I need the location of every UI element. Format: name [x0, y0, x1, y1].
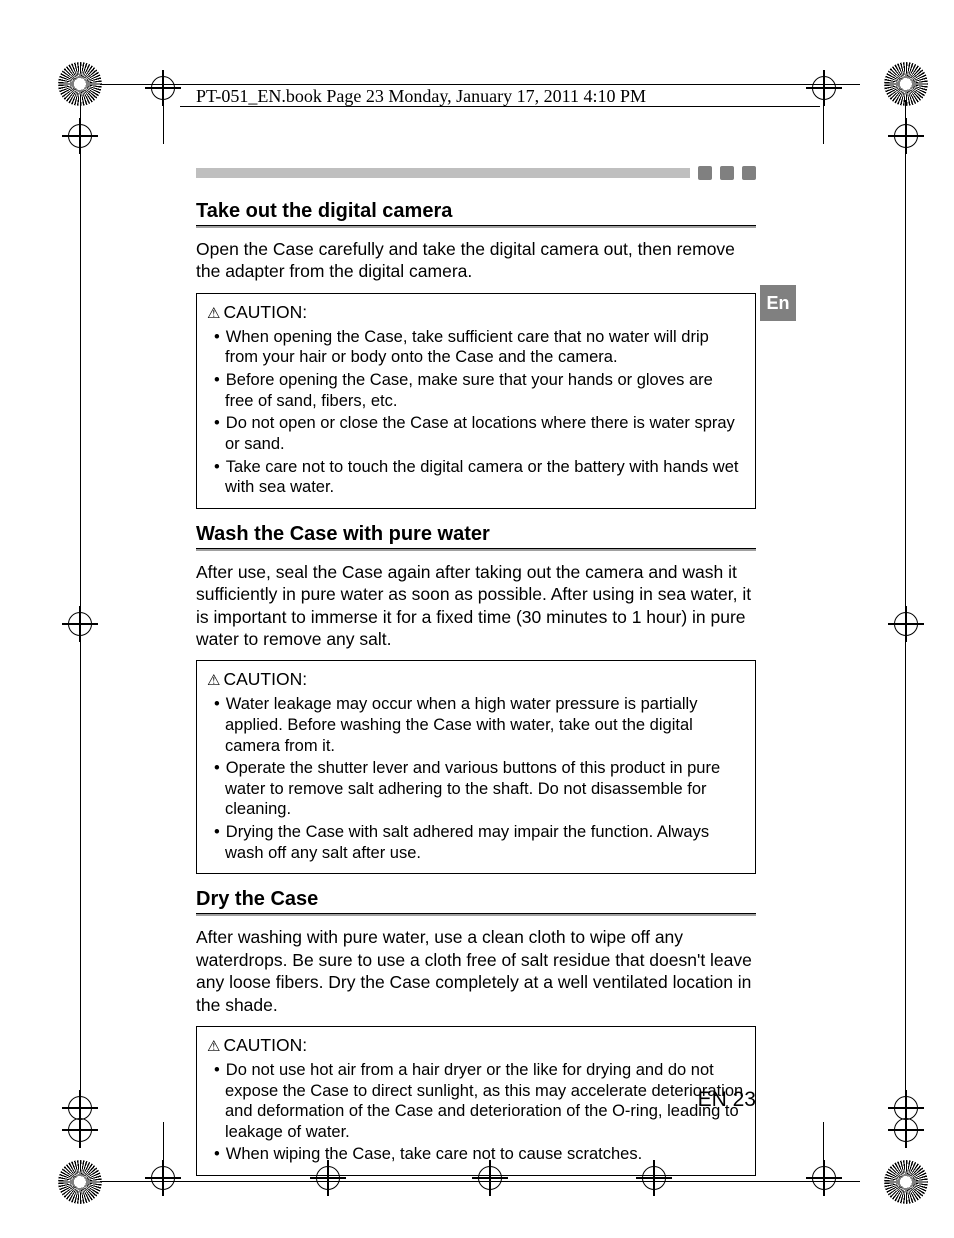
caution-box: ⚠CAUTION: Water leakage may occur when a… [196, 660, 756, 874]
crop-line [163, 84, 164, 144]
language-tab: En [760, 285, 796, 321]
registration-mark [884, 1160, 928, 1204]
section-paragraph: After washing with pure water, use a cle… [196, 926, 756, 1016]
caution-label: ⚠CAUTION: [207, 669, 745, 690]
title-rule [196, 913, 756, 916]
list-item: Drying the Case with salt adhered may im… [207, 822, 745, 863]
title-rule [196, 225, 756, 228]
caution-box: ⚠CAUTION: When opening the Case, take su… [196, 293, 756, 509]
crop-line [905, 100, 906, 1140]
header-decor [196, 166, 756, 180]
crosshair-icon [806, 1160, 842, 1196]
section-title: Take out the digital camera [196, 200, 756, 223]
title-rule [196, 548, 756, 551]
caution-label: ⚠CAUTION: [207, 302, 745, 323]
caution-list: Do not use hot air from a hair dryer or … [207, 1060, 745, 1165]
list-item: When wiping the Case, take care not to c… [207, 1144, 745, 1165]
list-item: Operate the shutter lever and various bu… [207, 758, 745, 820]
warning-icon: ⚠ [207, 305, 220, 322]
section-paragraph: After use, seal the Case again after tak… [196, 561, 756, 651]
crosshair-icon [806, 70, 842, 106]
list-item: Before opening the Case, make sure that … [207, 370, 745, 411]
list-item: Water leakage may occur when a high wate… [207, 694, 745, 756]
warning-icon: ⚠ [207, 672, 220, 689]
list-item: When opening the Case, take sufficient c… [207, 327, 745, 368]
crosshair-icon [888, 606, 924, 642]
caution-label: ⚠CAUTION: [207, 1035, 745, 1056]
crop-line [823, 84, 824, 144]
page-content: Take out the digital camera Open the Cas… [196, 192, 756, 1190]
crosshair-icon [888, 1112, 924, 1148]
crop-line [163, 1122, 164, 1182]
warning-icon: ⚠ [207, 1038, 220, 1055]
caution-list: Water leakage may occur when a high wate… [207, 694, 745, 863]
crop-line [100, 84, 860, 85]
registration-mark [884, 62, 928, 106]
list-item: Do not open or close the Case at locatio… [207, 413, 745, 454]
page-number: EN 23 [698, 1088, 756, 1112]
crosshair-icon [888, 118, 924, 154]
section-paragraph: Open the Case carefully and take the dig… [196, 238, 756, 283]
registration-mark [58, 1160, 102, 1204]
list-item: Do not use hot air from a hair dryer or … [207, 1060, 745, 1143]
page-header: PT-051_EN.book Page 23 Monday, January 1… [196, 86, 646, 107]
caution-list: When opening the Case, take sufficient c… [207, 327, 745, 498]
section-title: Dry the Case [196, 888, 756, 911]
crop-line [823, 1122, 824, 1182]
caution-box: ⚠CAUTION: Do not use hot air from a hair… [196, 1026, 756, 1176]
crop-line [80, 100, 81, 1140]
section-title: Wash the Case with pure water [196, 523, 756, 546]
list-item: Take care not to touch the digital camer… [207, 457, 745, 498]
